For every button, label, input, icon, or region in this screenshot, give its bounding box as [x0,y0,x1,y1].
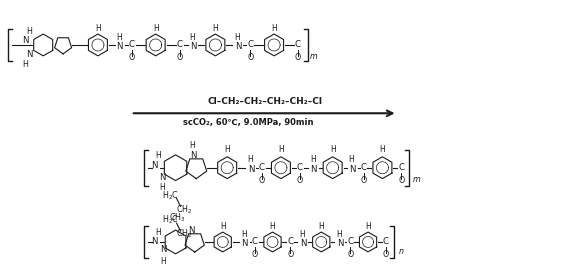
Text: H: H [247,155,253,164]
Text: H: H [220,222,226,231]
Text: C: C [347,237,353,246]
Text: C: C [251,237,258,246]
Text: N: N [159,173,166,182]
Text: O: O [259,176,265,185]
Text: H: H [310,155,316,164]
Text: CH$_3$: CH$_3$ [169,212,186,225]
Text: CH$_2$: CH$_2$ [176,228,193,240]
Text: H: H [190,33,195,42]
Text: N: N [311,165,317,174]
Text: N: N [235,42,241,51]
Text: H: H [213,24,218,33]
Text: H: H [278,145,284,154]
Text: H: H [153,24,159,33]
Text: CH$_2$: CH$_2$ [176,203,193,216]
Text: O: O [287,250,294,259]
Text: C: C [287,237,294,246]
Text: scCO₂, 60℃, 9.0MPa, 90min: scCO₂, 60℃, 9.0MPa, 90min [183,118,314,127]
Text: H: H [155,228,161,237]
Text: O: O [251,250,258,259]
Text: N: N [349,165,356,174]
Text: H: H [116,33,122,42]
Text: O: O [297,176,303,185]
Text: H: H [271,24,277,33]
Text: H: H [189,141,195,150]
Text: N: N [22,37,29,45]
Text: H: H [299,230,305,239]
Text: N: N [337,239,343,249]
Text: O: O [383,250,389,259]
Text: H: H [224,145,230,154]
Text: O: O [295,53,301,62]
Text: H: H [330,145,336,154]
Text: C: C [259,163,265,172]
Text: C: C [297,163,303,172]
Text: H: H [161,257,166,266]
Text: H: H [95,24,101,33]
Text: m: m [310,52,318,61]
Text: N: N [241,239,248,249]
Text: O: O [347,250,353,259]
Text: O: O [247,53,253,62]
Text: H: H [22,60,28,69]
Text: H: H [365,222,371,231]
Text: N: N [26,50,32,59]
Text: N: N [151,237,158,246]
Text: H: H [380,145,386,154]
Text: H: H [26,27,32,36]
Text: N: N [189,226,195,235]
Text: H: H [234,33,240,42]
Text: H: H [270,222,275,231]
Text: C: C [176,40,183,49]
Text: O: O [398,176,404,185]
Text: H: H [241,230,247,239]
Text: O: O [176,53,183,62]
Text: N: N [161,246,167,254]
Text: C: C [129,40,135,49]
Text: H$_2$C: H$_2$C [162,189,179,202]
Text: N: N [190,42,197,51]
Text: N: N [190,151,196,160]
Text: O: O [129,53,135,62]
Text: N: N [151,161,158,170]
Text: H: H [349,155,355,164]
Text: C: C [295,40,301,49]
Text: H: H [318,222,324,231]
Text: H: H [336,230,342,239]
Text: C: C [247,40,253,49]
Text: C: C [383,237,389,246]
Text: N: N [248,165,254,174]
Text: C: C [360,163,366,172]
Text: Cl–CH₂–CH₂–CH₂–CH₂–Cl: Cl–CH₂–CH₂–CH₂–CH₂–Cl [207,97,323,106]
Text: O: O [360,176,367,185]
Text: H: H [155,151,161,160]
Text: H: H [160,183,165,192]
Text: n: n [398,247,403,256]
Text: m: m [413,175,420,184]
Text: H$_2$C: H$_2$C [162,214,179,227]
Text: N: N [300,239,306,249]
Text: N: N [117,42,123,51]
Text: C: C [398,163,404,172]
